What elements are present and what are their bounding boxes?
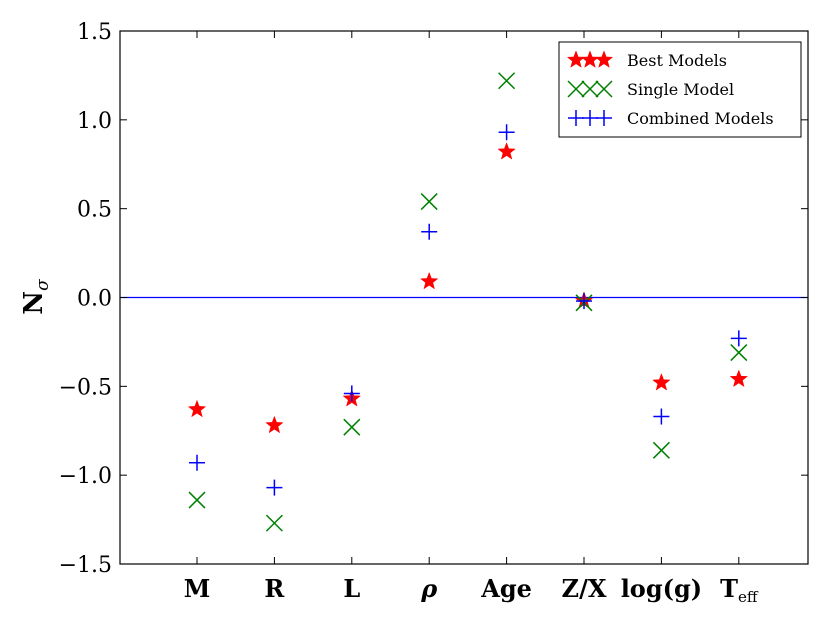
y-axis-label: Nσ <box>19 279 53 315</box>
legend-label: Best Models <box>627 51 727 70</box>
combined-models-point <box>653 408 670 425</box>
best-models-point <box>729 369 749 388</box>
legend: Best Models Single Model Combined Models <box>558 41 802 138</box>
y-tick-label: −0.5 <box>59 375 112 400</box>
legend-marker <box>595 80 613 98</box>
x-tick-label: M <box>184 574 211 603</box>
legend-item-combined-models: Combined Models <box>568 109 774 128</box>
series-single-model <box>188 72 748 532</box>
legend-item-single-model: Single Model <box>567 80 734 99</box>
single-model-point <box>343 418 361 436</box>
x-tick-label: Age <box>480 574 532 603</box>
single-model-point <box>730 344 748 362</box>
y-tick-label: 1.5 <box>77 20 112 45</box>
y-axis-label-main: N <box>19 291 49 315</box>
x-tick-label: R <box>264 574 285 603</box>
y-tick-label: 0.0 <box>77 287 112 312</box>
legend-marker <box>581 80 599 98</box>
best-models-point <box>265 415 284 434</box>
y-tick-label: 0.5 <box>77 198 112 223</box>
y-axis: 1.5 1.0 0.5 0.0 −0.5 −1.0 −1.5 <box>59 20 808 578</box>
legend-marker <box>567 80 585 98</box>
best-models-point <box>419 271 439 290</box>
best-models-point <box>497 142 516 160</box>
series-best-models <box>187 142 749 434</box>
series-combined-models <box>189 124 747 496</box>
legend-marker <box>568 110 584 126</box>
x-tick-label: Z/X <box>562 574 607 603</box>
legend-marker <box>596 110 612 126</box>
legend-label: Single Model <box>627 80 734 99</box>
combined-models-point <box>576 293 592 310</box>
y-tick-label: 1.0 <box>77 109 112 134</box>
combined-models-point <box>730 330 747 347</box>
single-model-point <box>498 72 516 90</box>
single-model-point <box>188 491 206 509</box>
legend-marker <box>594 50 614 68</box>
combined-models-point <box>189 454 205 471</box>
combined-models-point <box>421 223 438 240</box>
single-model-point <box>265 514 283 532</box>
x-tick-label: ρ <box>420 574 438 603</box>
single-model-point <box>420 193 438 211</box>
markers <box>187 72 749 532</box>
y-tick-label: −1.0 <box>59 464 112 489</box>
legend-label: Combined Models <box>627 109 774 128</box>
combined-models-point <box>266 479 283 496</box>
single-model-point <box>652 441 670 459</box>
legend-marker <box>582 110 598 126</box>
best-models-point <box>187 399 207 418</box>
x-tick-label: Teff <box>720 574 759 606</box>
legend-item-best-models: Best Models <box>566 50 727 70</box>
combined-models-point <box>343 385 360 402</box>
best-models-point <box>652 373 671 391</box>
combined-models-point <box>498 124 515 141</box>
y-axis-label-sub: σ <box>33 279 53 291</box>
x-tick-label: log(g) <box>621 574 702 603</box>
y-tick-label: −1.5 <box>59 553 112 578</box>
x-tick-label: L <box>343 574 360 603</box>
